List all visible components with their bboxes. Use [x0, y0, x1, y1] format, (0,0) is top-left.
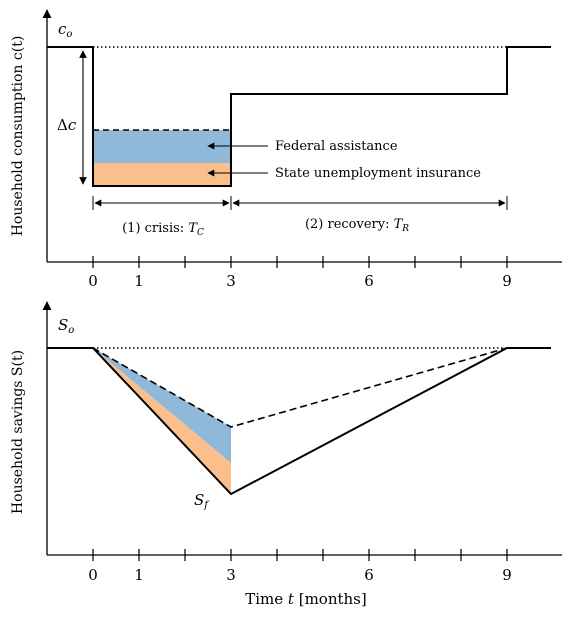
- savings-with-assistance-path: [92, 347, 508, 428]
- top-tick-9: 9: [502, 272, 512, 290]
- bottom-baseline-label: So: [58, 316, 74, 336]
- bottom-tick-9: 9: [502, 566, 512, 584]
- savings-path: [47, 347, 551, 496]
- top-panel: 0 1 3 6 9 Household consumption c(t) co …: [10, 9, 562, 290]
- top-tick-3: 3: [226, 272, 236, 290]
- top-x-ticks: [92, 256, 508, 268]
- crisis-label: (1) crisis: TC: [122, 221, 204, 238]
- bottom-tick-0: 0: [88, 566, 98, 584]
- top-tick-1: 1: [134, 272, 144, 290]
- top-tick-0: 0: [88, 272, 98, 290]
- bottom-tick-6: 6: [364, 566, 374, 584]
- state-label: State unemployment insurance: [275, 166, 481, 181]
- bottom-tick-3: 3: [226, 566, 236, 584]
- top-baseline-label: co: [58, 20, 72, 40]
- consumption-path: [47, 46, 551, 187]
- bottom-ylabel: Household savings S(t): [10, 350, 26, 514]
- top-ylabel: Household consumption c(t): [10, 36, 26, 237]
- recovery-label: (2) recovery: TR: [305, 217, 409, 234]
- savings-federal-wedge: [93, 348, 231, 463]
- bottom-tick-1: 1: [134, 566, 144, 584]
- federal-label: Federal assistance: [275, 139, 398, 154]
- bottom-x-ticks: [92, 549, 508, 561]
- delta-c-label: Δc: [57, 116, 77, 134]
- savings-final-label: Sf: [194, 491, 210, 511]
- top-tick-6: 6: [364, 272, 374, 290]
- x-axis-label: Time t [months]: [245, 590, 366, 608]
- bottom-panel: 0 1 3 6 9 Household savings S(t) So Sf: [10, 301, 562, 584]
- state-ui-region: [93, 163, 231, 186]
